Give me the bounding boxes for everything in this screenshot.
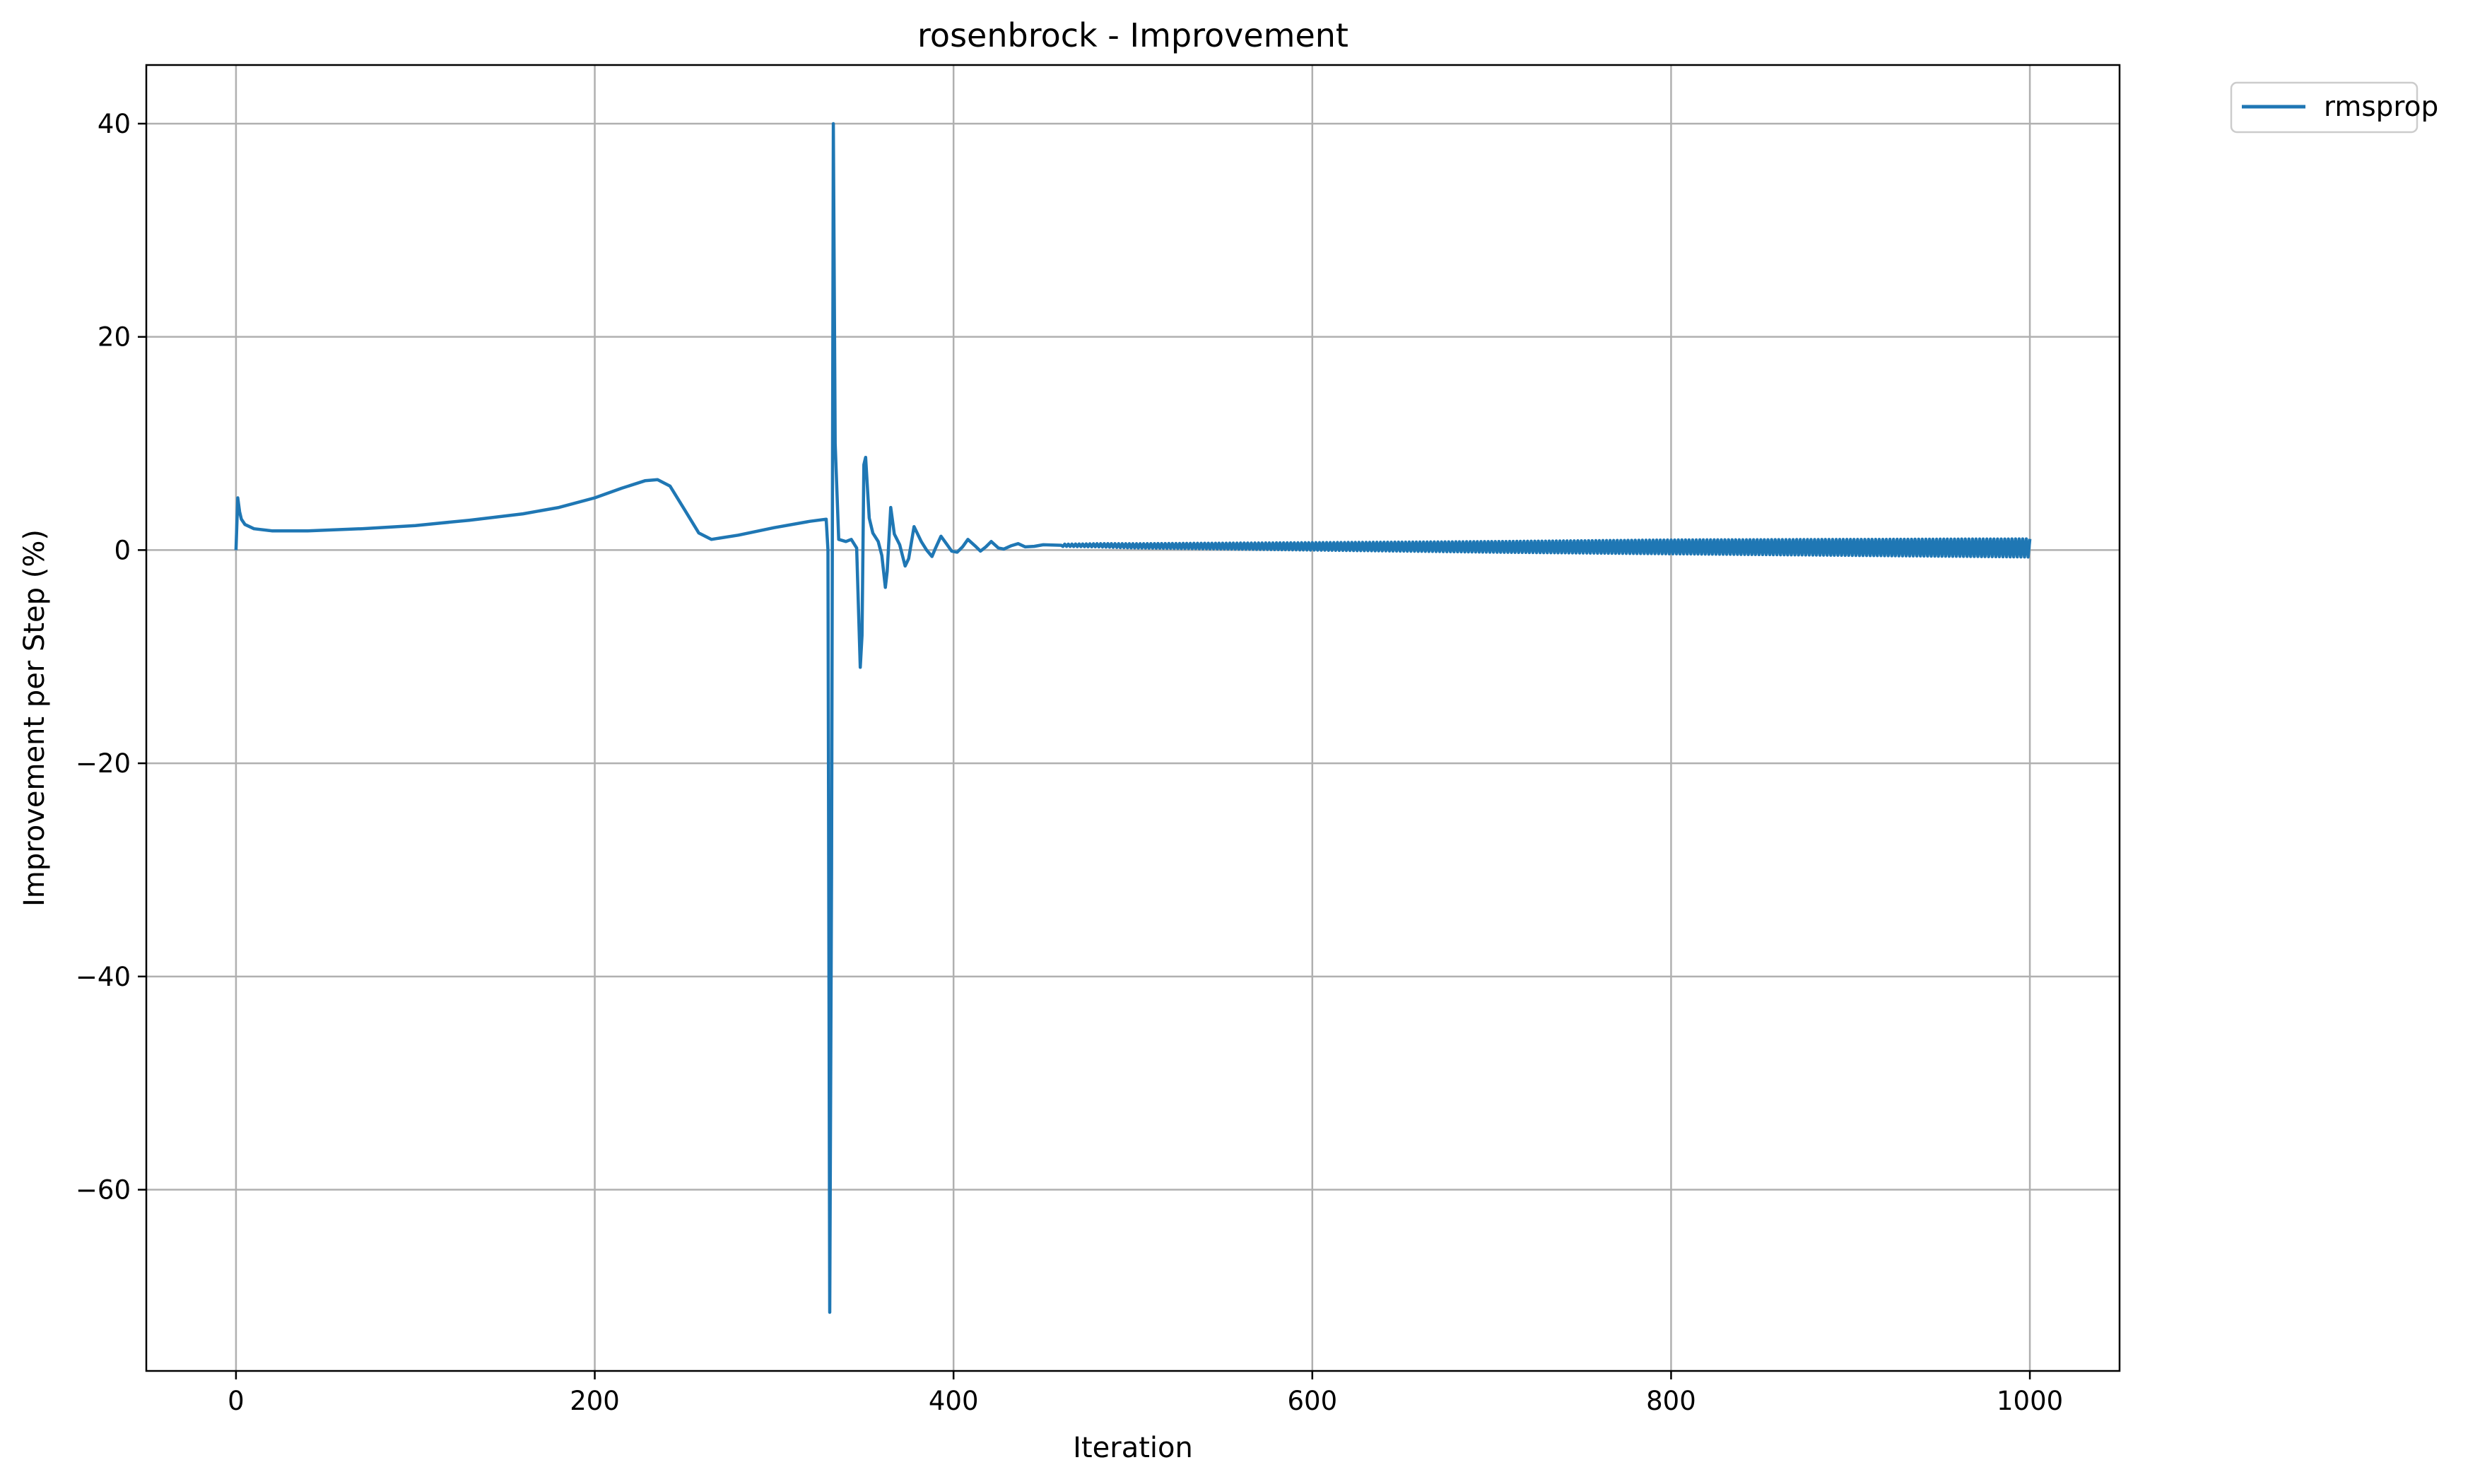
y-tick-label: 20 [98, 322, 131, 353]
y-axis-label: Improvement per Step (%) [18, 529, 51, 907]
y-tick-label: 40 [98, 109, 131, 139]
x-tick-label: 1000 [1997, 1386, 2063, 1416]
x-tick-label: 600 [1288, 1386, 1338, 1416]
chart-title: rosenbrock - Improvement [917, 16, 1348, 54]
series-line-rmsprop [234, 122, 2032, 1314]
x-tick-label: 800 [1646, 1386, 1696, 1416]
x-axis-label: Iteration [1073, 1432, 1193, 1464]
x-tick-label: 0 [228, 1386, 245, 1416]
axes-frame [145, 64, 2121, 1372]
legend-label-rmsprop: rmsprop [2324, 91, 2438, 123]
axis-ticks: 0 200 400 600 800 1000 −60 −40 −20 0 20 40 [76, 109, 2063, 1416]
y-tick-label: −40 [76, 962, 131, 992]
y-tick-label: −20 [76, 748, 131, 779]
legend-box [2230, 81, 2419, 134]
y-tick-label: 0 [114, 535, 131, 565]
legend: rmsprop [2230, 81, 2438, 134]
x-tick-label: 200 [570, 1386, 620, 1416]
y-tick-label: −60 [76, 1175, 131, 1206]
x-tick-label: 400 [929, 1386, 979, 1416]
plot-area [234, 122, 2032, 1314]
